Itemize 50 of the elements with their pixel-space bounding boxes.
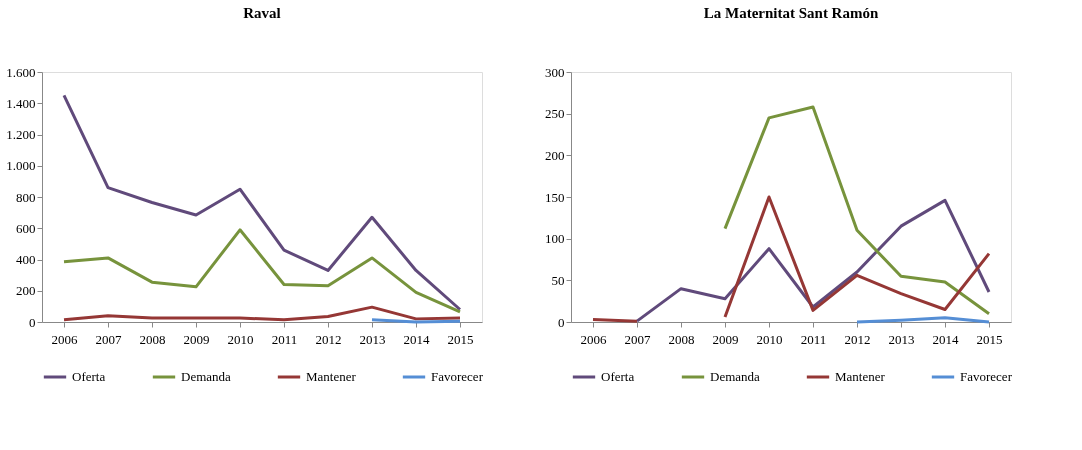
x-tick-label: 2012 [315,331,342,347]
y-tick-label: 1.400 [6,95,36,111]
x-tick-label: 2015 [976,331,1003,347]
x-tick-label: 2008 [139,331,166,347]
y-tick-label: 50 [551,272,565,288]
line-series [723,105,991,316]
x-tick-label: 2013 [888,331,915,347]
legend-label: Favorecer [960,369,1013,384]
x-tick-label: 2011 [271,331,298,347]
y-tick-label: 200 [16,283,36,299]
y-tick-label: 1.600 [6,64,36,80]
x-tick-label: 2014 [403,331,430,347]
legend-label: Mantener [306,369,357,384]
x-tick-label: 2007 [95,331,122,347]
y-tick-label: 600 [16,220,36,236]
x-tick-label: 2008 [668,331,695,347]
x-tick-label: 2014 [932,331,959,347]
y-tick-label: 150 [545,189,565,205]
x-tick-label: 2012 [844,331,871,347]
legend-label: Oferta [601,369,635,384]
y-tick-label: 300 [545,64,565,80]
line-series [62,228,462,314]
x-tick-label: 2011 [800,331,827,347]
chart-title: La Maternitat Sant Ramón [703,5,879,21]
y-tick-label: 250 [545,106,565,122]
legend-label: Mantener [835,369,886,384]
legend-label: Demanda [181,369,232,384]
y-tick-label: 0 [558,314,565,330]
y-tick-label: 0 [29,314,36,330]
y-tick-label: 800 [16,189,36,205]
x-tick-label: 2006 [51,331,78,347]
line-series [62,305,462,322]
x-tick-label: 2009 [183,331,210,347]
y-tick-label: 1.000 [6,158,36,174]
x-tick-label: 2010 [227,331,254,347]
x-tick-label: 2007 [624,331,651,347]
y-tick-label: 200 [545,147,565,163]
x-tick-label: 2013 [359,331,386,347]
x-tick-label: 2015 [447,331,474,347]
y-tick-label: 400 [16,252,36,267]
legend-label: Oferta [72,369,106,384]
chart-title: Raval [243,5,281,21]
line-series [62,93,462,311]
legend-label: Favorecer [431,369,484,384]
y-tick-label: 1.200 [6,127,36,142]
y-tick-label: 100 [545,231,565,247]
x-tick-label: 2009 [712,331,739,347]
legend-label: Demanda [710,369,761,384]
x-tick-label: 2006 [580,331,607,347]
x-tick-label: 2010 [756,331,783,347]
